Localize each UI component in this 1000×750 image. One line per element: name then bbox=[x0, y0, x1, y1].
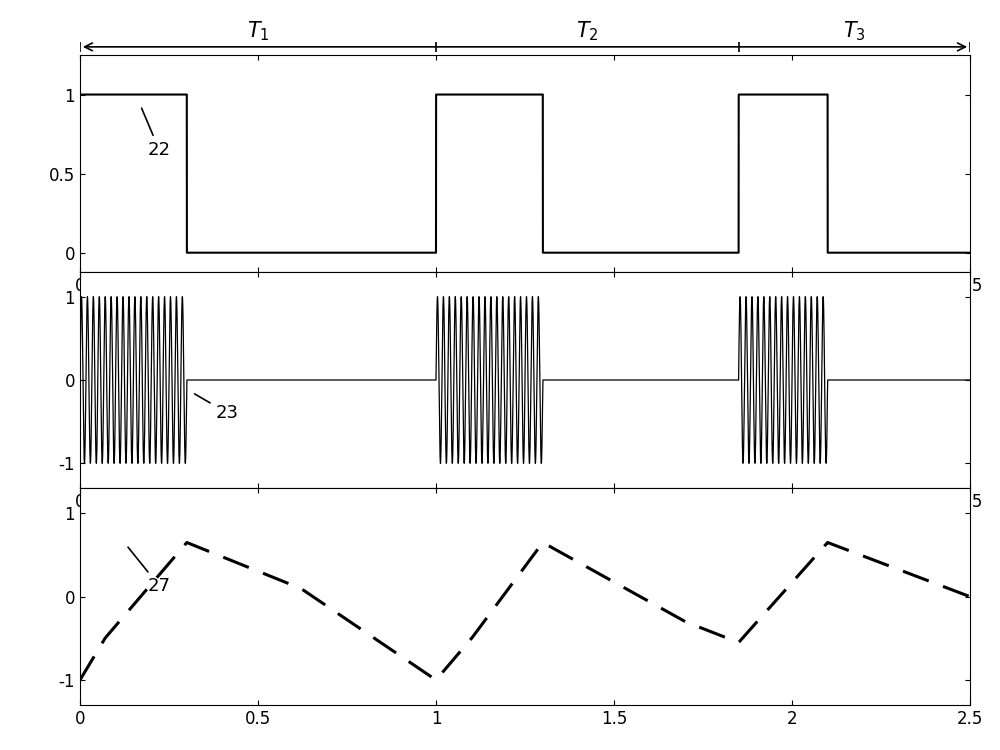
Text: 27: 27 bbox=[128, 548, 171, 595]
Text: $T_1$: $T_1$ bbox=[247, 20, 269, 44]
Text: $T_3$: $T_3$ bbox=[843, 20, 866, 44]
Text: 22: 22 bbox=[142, 108, 171, 159]
Text: $T_2$: $T_2$ bbox=[576, 20, 599, 44]
Text: 23: 23 bbox=[195, 394, 238, 422]
